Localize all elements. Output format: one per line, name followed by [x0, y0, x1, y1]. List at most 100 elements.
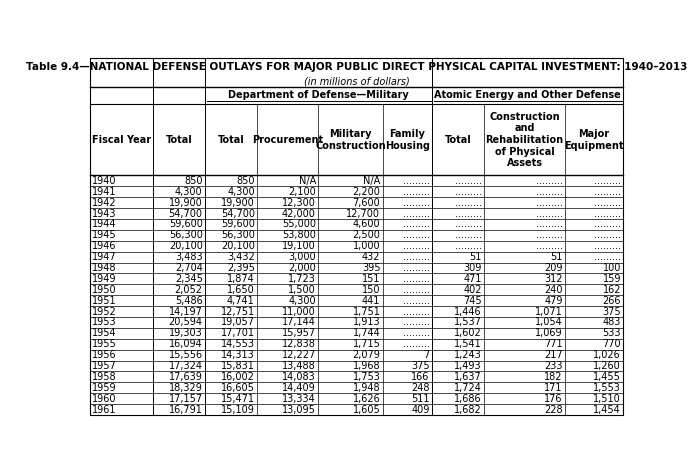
Text: 59,600: 59,600	[169, 219, 203, 229]
Text: .........: .........	[594, 241, 621, 251]
Text: 12,751: 12,751	[221, 307, 255, 316]
Text: 4,741: 4,741	[227, 296, 255, 306]
Text: 15,109: 15,109	[221, 404, 255, 415]
Text: 1942: 1942	[93, 197, 117, 208]
Text: 15,556: 15,556	[168, 350, 203, 360]
Text: 54,700: 54,700	[168, 209, 203, 219]
Text: .........: .........	[403, 339, 429, 349]
Text: 14,313: 14,313	[221, 350, 255, 360]
Text: Total: Total	[166, 135, 192, 145]
Text: Family
Housing: Family Housing	[385, 129, 430, 151]
Text: 441: 441	[362, 296, 381, 306]
Text: 15,471: 15,471	[221, 394, 255, 403]
Text: .........: .........	[403, 252, 429, 262]
Text: N/A: N/A	[299, 176, 316, 186]
Text: 1956: 1956	[93, 350, 117, 360]
Text: 1,602: 1,602	[454, 329, 482, 338]
Text: 7: 7	[424, 350, 429, 360]
Text: 1945: 1945	[93, 230, 117, 241]
Text: 533: 533	[603, 329, 621, 338]
Text: 1,553: 1,553	[593, 383, 621, 393]
Text: 56,300: 56,300	[221, 230, 255, 241]
Text: 745: 745	[464, 296, 482, 306]
Text: 159: 159	[603, 274, 621, 284]
Text: 1,537: 1,537	[454, 317, 482, 328]
Text: .........: .........	[594, 209, 621, 219]
Text: .........: .........	[594, 230, 621, 241]
Text: 1,682: 1,682	[454, 404, 482, 415]
Text: .........: .........	[403, 296, 429, 306]
Text: 850: 850	[184, 176, 203, 186]
Text: 1957: 1957	[93, 361, 117, 371]
Text: 4,300: 4,300	[175, 187, 203, 197]
Text: .........: .........	[403, 230, 429, 241]
Text: 12,227: 12,227	[281, 350, 316, 360]
Text: 1959: 1959	[93, 383, 117, 393]
FancyBboxPatch shape	[90, 58, 624, 415]
Text: 312: 312	[544, 274, 562, 284]
Text: 2,704: 2,704	[175, 263, 203, 273]
Text: 1,637: 1,637	[454, 372, 482, 382]
Text: 2,100: 2,100	[288, 187, 316, 197]
Text: 402: 402	[464, 285, 482, 295]
Text: .........: .........	[536, 187, 562, 197]
Text: .........: .........	[455, 219, 482, 229]
Text: 209: 209	[544, 263, 562, 273]
Text: 54,700: 54,700	[221, 209, 255, 219]
Text: 770: 770	[602, 339, 621, 349]
Text: 1954: 1954	[93, 329, 117, 338]
Text: 1,000: 1,000	[353, 241, 381, 251]
Text: 171: 171	[544, 383, 562, 393]
Text: 1,260: 1,260	[593, 361, 621, 371]
Text: 19,303: 19,303	[169, 329, 203, 338]
Text: (in millions of dollars): (in millions of dollars)	[304, 76, 409, 86]
Text: 1955: 1955	[93, 339, 117, 349]
Text: 1,744: 1,744	[353, 329, 381, 338]
Text: 14,197: 14,197	[169, 307, 203, 316]
Text: .........: .........	[403, 329, 429, 338]
Text: Total: Total	[218, 135, 244, 145]
Text: 1,723: 1,723	[288, 274, 316, 284]
Text: 1,724: 1,724	[454, 383, 482, 393]
Text: .........: .........	[403, 209, 429, 219]
Text: 1,968: 1,968	[353, 361, 381, 371]
Text: 51: 51	[551, 252, 562, 262]
Text: 176: 176	[544, 394, 562, 403]
Text: Fiscal Year: Fiscal Year	[92, 135, 151, 145]
Text: 1,948: 1,948	[353, 383, 381, 393]
Text: 1,753: 1,753	[353, 372, 381, 382]
Text: 100: 100	[603, 263, 621, 273]
Text: Construction
and
Rehabilitation
of Physical
Assets: Construction and Rehabilitation of Physi…	[486, 112, 564, 168]
Text: 18,329: 18,329	[169, 383, 203, 393]
Text: 1949: 1949	[93, 274, 117, 284]
Text: 2,345: 2,345	[175, 274, 203, 284]
Text: 17,144: 17,144	[282, 317, 316, 328]
Text: 217: 217	[544, 350, 562, 360]
Text: 1,026: 1,026	[593, 350, 621, 360]
Text: .........: .........	[455, 230, 482, 241]
Text: .........: .........	[536, 219, 562, 229]
Text: Total: Total	[445, 135, 471, 145]
Text: 1,054: 1,054	[535, 317, 562, 328]
Text: 1,605: 1,605	[353, 404, 381, 415]
Text: .........: .........	[594, 187, 621, 197]
Text: 17,639: 17,639	[169, 372, 203, 382]
Text: 42,000: 42,000	[282, 209, 316, 219]
Text: .........: .........	[536, 176, 562, 186]
Text: 483: 483	[603, 317, 621, 328]
Text: 16,605: 16,605	[221, 383, 255, 393]
Text: 12,838: 12,838	[282, 339, 316, 349]
Text: 1940: 1940	[93, 176, 117, 186]
Text: 15,957: 15,957	[282, 329, 316, 338]
Text: .........: .........	[455, 209, 482, 219]
Text: 1958: 1958	[93, 372, 117, 382]
Text: 1,913: 1,913	[353, 317, 381, 328]
Text: .........: .........	[594, 197, 621, 208]
Text: 15,831: 15,831	[221, 361, 255, 371]
Text: 150: 150	[362, 285, 381, 295]
Text: 233: 233	[544, 361, 562, 371]
Text: 1,071: 1,071	[535, 307, 562, 316]
Text: 13,488: 13,488	[282, 361, 316, 371]
Text: .........: .........	[403, 285, 429, 295]
Text: .........: .........	[594, 252, 621, 262]
